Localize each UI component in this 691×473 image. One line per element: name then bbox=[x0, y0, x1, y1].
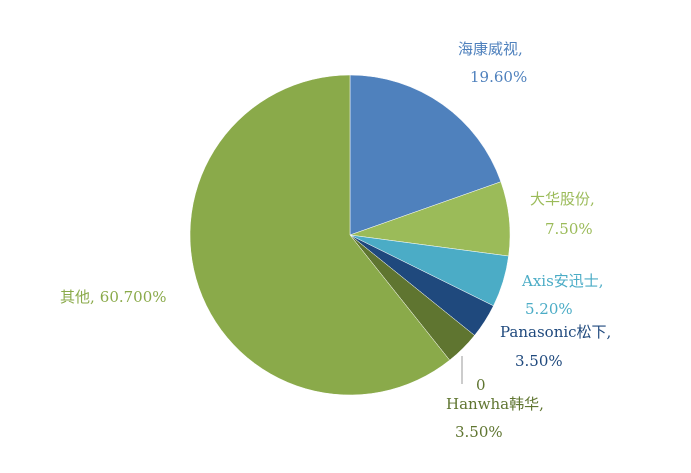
pie-slice bbox=[189, 74, 450, 396]
value-label: 7.50% bbox=[545, 220, 593, 238]
slice-label: 大华股份, bbox=[530, 190, 595, 208]
value-label: 60.700% bbox=[100, 288, 167, 306]
slice-label-group: 其他, 60.700% bbox=[60, 288, 167, 306]
slice-label: Axis安迅士, bbox=[521, 272, 604, 290]
slice-label: 其他, bbox=[60, 288, 95, 306]
annotation: 0 bbox=[476, 376, 486, 394]
value-label: 3.50% bbox=[455, 423, 503, 441]
slice-label: Panasonic松下, bbox=[500, 323, 611, 341]
slice-label: Hanwha韩华, bbox=[446, 395, 544, 413]
value-label: 3.50% bbox=[515, 352, 563, 370]
value-label: 5.20% bbox=[525, 300, 573, 318]
slice-label: 海康威视, bbox=[458, 40, 523, 58]
value-label: 19.60% bbox=[470, 68, 527, 86]
